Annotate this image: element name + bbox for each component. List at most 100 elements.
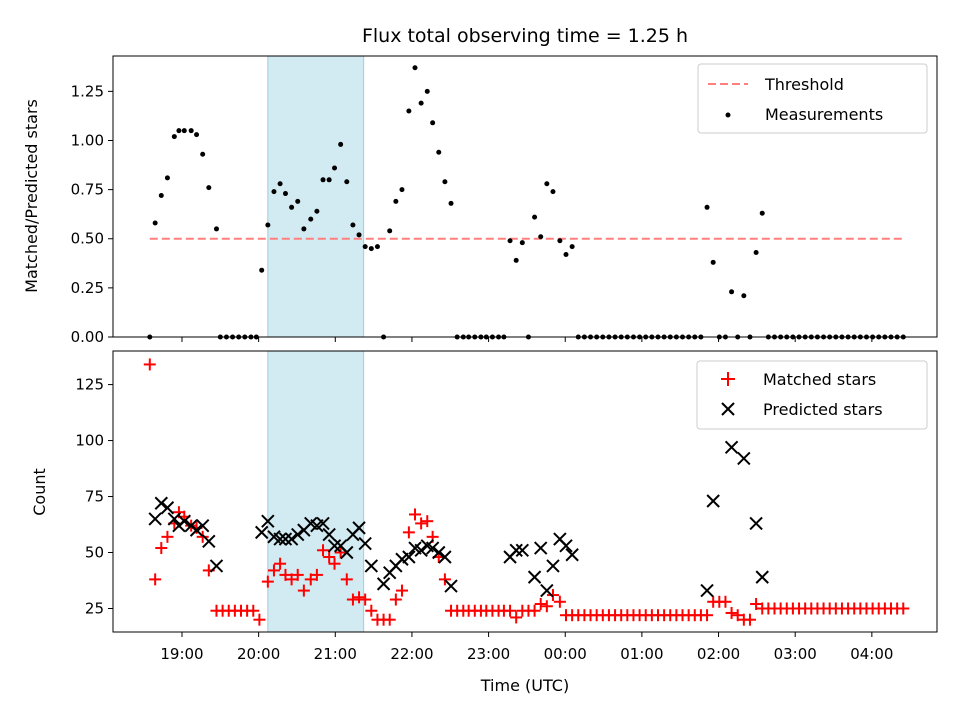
ratio-legend: Threshold Measurements bbox=[697, 63, 928, 134]
legend-matched-swatch bbox=[721, 372, 735, 386]
matched-star-marker bbox=[731, 609, 744, 622]
matched-star-marker bbox=[323, 550, 336, 563]
predicted-marker-b bbox=[706, 494, 720, 508]
predicted-marker-b bbox=[402, 550, 416, 564]
x-tick-label: 22:00 bbox=[390, 645, 433, 663]
predicted-marker-b bbox=[515, 543, 530, 557]
predicted-marker-b bbox=[154, 496, 168, 510]
predicted-marker-b bbox=[284, 532, 299, 546]
x-tick-label: 01:00 bbox=[620, 645, 663, 663]
predicted-marker-b bbox=[444, 579, 458, 593]
predicted-star-marker bbox=[148, 512, 162, 526]
matched-star-marker bbox=[274, 557, 287, 570]
predicted-star-marker bbox=[724, 440, 739, 454]
measurement-point bbox=[152, 220, 158, 226]
matched-star-marker bbox=[267, 564, 280, 577]
measurement-point bbox=[271, 189, 277, 195]
predicted-marker-b bbox=[509, 543, 523, 557]
measurement-point bbox=[308, 216, 314, 222]
predicted-marker-b bbox=[737, 451, 751, 466]
measurement-point bbox=[430, 120, 436, 126]
count-panel-frame bbox=[112, 350, 938, 633]
matched-star-marker bbox=[540, 600, 553, 613]
x-tick-label: 03:00 bbox=[774, 645, 817, 663]
predicted-star-marker bbox=[376, 577, 391, 591]
predicted-marker-b bbox=[540, 583, 554, 598]
measurement-point bbox=[513, 257, 519, 263]
measurement-point bbox=[181, 128, 187, 134]
matched-star-marker bbox=[553, 595, 566, 608]
measurement-point bbox=[418, 100, 424, 106]
matched-star-marker bbox=[334, 546, 347, 559]
measurement-point bbox=[213, 226, 219, 232]
matched-star-marker bbox=[438, 573, 451, 586]
measurement-point bbox=[532, 214, 538, 220]
predicted-star-marker bbox=[402, 550, 416, 564]
predicted-star-marker bbox=[546, 559, 560, 573]
legend-matched-label: Matched stars bbox=[763, 370, 876, 389]
predicted-marker-b bbox=[565, 548, 579, 562]
matched-star-marker bbox=[247, 604, 260, 617]
matched-star-marker bbox=[389, 593, 402, 606]
measurement-point bbox=[277, 181, 283, 187]
ratio-y-tick-label: 0.25 bbox=[71, 279, 104, 297]
measurement-point bbox=[741, 293, 747, 299]
measurement-point bbox=[176, 128, 182, 134]
measurement-point bbox=[164, 175, 170, 181]
x-tick-label: 00:00 bbox=[544, 645, 587, 663]
predicted-star-marker bbox=[316, 516, 330, 531]
ratio-y-tick-label: 0.50 bbox=[71, 230, 104, 248]
measurement-point bbox=[448, 200, 454, 206]
measurement-point bbox=[332, 165, 338, 171]
matched-star-marker bbox=[409, 508, 422, 521]
measurement-point bbox=[544, 181, 550, 187]
ratio-y-tick-label: 1.25 bbox=[71, 82, 104, 100]
measurement-point bbox=[194, 132, 200, 138]
matched-star-marker bbox=[253, 613, 266, 626]
predicted-star-marker bbox=[700, 583, 714, 598]
predicted-marker-b bbox=[414, 543, 428, 557]
predicted-marker-b bbox=[322, 527, 336, 542]
predicted-marker-b bbox=[340, 545, 354, 560]
measurement-point bbox=[569, 244, 575, 250]
predicted-marker-b bbox=[304, 516, 318, 531]
x-axis-label: Time (UTC) bbox=[480, 676, 569, 695]
predicted-marker-b bbox=[273, 532, 287, 546]
predicted-star-marker bbox=[414, 543, 428, 557]
predicted-marker-b bbox=[438, 550, 452, 564]
predicted-marker-b bbox=[327, 539, 342, 553]
measurement-point bbox=[259, 267, 265, 273]
predicted-star-marker bbox=[755, 570, 769, 584]
measurement-point bbox=[326, 177, 332, 183]
matched-star-marker bbox=[504, 604, 517, 617]
x-tick-label: 02:00 bbox=[697, 645, 740, 663]
predicted-star-marker bbox=[425, 541, 440, 555]
matched-star-marker bbox=[534, 598, 547, 611]
predicted-star-marker bbox=[167, 512, 182, 526]
count-y-tick-label: 25 bbox=[85, 599, 104, 617]
predicted-marker-b bbox=[559, 539, 573, 553]
predicted-star-marker bbox=[209, 559, 224, 573]
predicted-star-marker bbox=[509, 543, 523, 557]
predicted-star-marker bbox=[559, 539, 573, 553]
matched-star-marker bbox=[346, 593, 359, 606]
measurement-point bbox=[282, 191, 288, 197]
matched-star-marker bbox=[279, 568, 292, 581]
matched-star-marker bbox=[750, 598, 763, 611]
matched-star-marker bbox=[701, 609, 714, 622]
legend-measurements-label: Measurements bbox=[765, 105, 883, 124]
matched-star-marker bbox=[291, 568, 304, 581]
measurement-point bbox=[350, 222, 356, 228]
x-tick-label: 04:00 bbox=[850, 645, 893, 663]
measurement-point bbox=[295, 198, 301, 204]
predicted-marker-b bbox=[209, 559, 224, 573]
matched-star-marker bbox=[725, 606, 738, 619]
matched-star-marker bbox=[897, 602, 910, 615]
predicted-marker-b bbox=[755, 570, 769, 584]
predicted-star-marker bbox=[202, 534, 216, 549]
predicted-star-marker bbox=[515, 543, 530, 557]
matched-star-marker bbox=[340, 573, 353, 586]
measurement-point bbox=[563, 251, 569, 257]
matched-star-marker bbox=[161, 530, 174, 543]
count-y-tick-label: 50 bbox=[85, 544, 104, 562]
